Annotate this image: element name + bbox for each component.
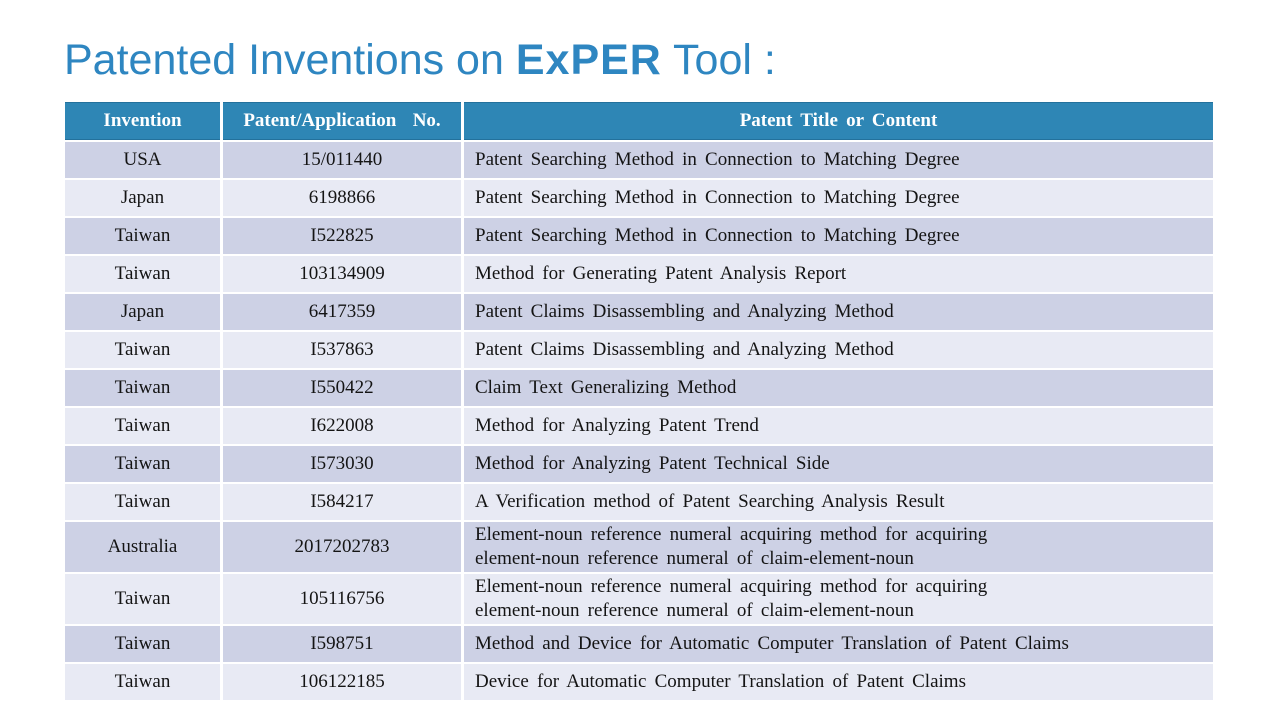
title-suffix: Tool : bbox=[661, 36, 776, 84]
brand-name: ExPER bbox=[515, 36, 662, 84]
cell-patent-number: 105116756 bbox=[223, 574, 461, 624]
table-row: Taiwan 103134909 Method for Generating P… bbox=[65, 256, 1213, 292]
cell-patent-number: 15/011440 bbox=[223, 142, 461, 178]
cell-invention: USA bbox=[65, 142, 220, 178]
cell-invention: Australia bbox=[65, 522, 220, 572]
table-row: Taiwan I550422 Claim Text Generalizing M… bbox=[65, 370, 1213, 406]
table-row: Taiwan I573030 Method for Analyzing Pate… bbox=[65, 446, 1213, 482]
table-row: Japan 6417359 Patent Claims Disassemblin… bbox=[65, 294, 1213, 330]
cell-invention: Taiwan bbox=[65, 408, 220, 444]
cell-patent-title: Claim Text Generalizing Method bbox=[464, 370, 1213, 406]
cell-patent-number: I537863 bbox=[223, 332, 461, 368]
cell-patent-title: Method for Analyzing Patent Technical Si… bbox=[464, 446, 1213, 482]
cell-patent-title: Element-noun reference numeral acquiring… bbox=[464, 574, 1213, 624]
cell-patent-title: Patent Searching Method in Connection to… bbox=[464, 142, 1213, 178]
table-row: Taiwan I584217 A Verification method of … bbox=[65, 484, 1213, 520]
cell-invention: Taiwan bbox=[65, 574, 220, 624]
table-header-row: Invention Patent/Application No. Patent … bbox=[65, 102, 1213, 140]
cell-invention: Taiwan bbox=[65, 332, 220, 368]
table-row: Australia 2017202783 Element-noun refere… bbox=[65, 522, 1213, 572]
cell-patent-number: I573030 bbox=[223, 446, 461, 482]
title-prefix: Patented Inventions on bbox=[64, 36, 516, 84]
cell-patent-title: Patent Searching Method in Connection to… bbox=[464, 180, 1213, 216]
table-row: USA 15/011440 Patent Searching Method in… bbox=[65, 142, 1213, 178]
cell-patent-title: Patent Claims Disassembling and Analyzin… bbox=[464, 332, 1213, 368]
cell-patent-title: Patent Searching Method in Connection to… bbox=[464, 218, 1213, 254]
cell-patent-title: Element-noun reference numeral acquiring… bbox=[464, 522, 1213, 572]
cell-invention: Taiwan bbox=[65, 370, 220, 406]
page-title: Patented Inventions on ExPER Tool : bbox=[64, 36, 776, 85]
column-header-patent-number: Patent/Application No. bbox=[223, 102, 461, 140]
table-row: Taiwan 105116756 Element-noun reference … bbox=[65, 574, 1213, 624]
column-header-patent-title: Patent Title or Content bbox=[464, 102, 1213, 140]
cell-patent-title: Method for Generating Patent Analysis Re… bbox=[464, 256, 1213, 292]
cell-patent-number: 6198866 bbox=[223, 180, 461, 216]
patents-table: Invention Patent/Application No. Patent … bbox=[62, 100, 1216, 702]
cell-patent-number: I522825 bbox=[223, 218, 461, 254]
cell-patent-title: Method for Analyzing Patent Trend bbox=[464, 408, 1213, 444]
table-row: Taiwan 106122185 Device for Automatic Co… bbox=[65, 664, 1213, 700]
cell-patent-number: I584217 bbox=[223, 484, 461, 520]
cell-patent-title: A Verification method of Patent Searchin… bbox=[464, 484, 1213, 520]
cell-patent-title: Patent Claims Disassembling and Analyzin… bbox=[464, 294, 1213, 330]
cell-invention: Taiwan bbox=[65, 664, 220, 700]
cell-patent-number: 2017202783 bbox=[223, 522, 461, 572]
cell-invention: Japan bbox=[65, 294, 220, 330]
cell-patent-number: I622008 bbox=[223, 408, 461, 444]
table-row: Japan 6198866 Patent Searching Method in… bbox=[65, 180, 1213, 216]
cell-invention: Taiwan bbox=[65, 446, 220, 482]
cell-invention: Taiwan bbox=[65, 484, 220, 520]
column-header-invention: Invention bbox=[65, 102, 220, 140]
cell-invention: Taiwan bbox=[65, 626, 220, 662]
cell-invention: Taiwan bbox=[65, 256, 220, 292]
cell-patent-title: Device for Automatic Computer Translatio… bbox=[464, 664, 1213, 700]
table-row: Taiwan I522825 Patent Searching Method i… bbox=[65, 218, 1213, 254]
cell-patent-number: I598751 bbox=[223, 626, 461, 662]
table-row: Taiwan I537863 Patent Claims Disassembli… bbox=[65, 332, 1213, 368]
cell-invention: Taiwan bbox=[65, 218, 220, 254]
table-row: Taiwan I598751 Method and Device for Aut… bbox=[65, 626, 1213, 662]
cell-patent-number: 106122185 bbox=[223, 664, 461, 700]
cell-patent-number: 6417359 bbox=[223, 294, 461, 330]
cell-patent-number: 103134909 bbox=[223, 256, 461, 292]
table-row: Taiwan I622008 Method for Analyzing Pate… bbox=[65, 408, 1213, 444]
cell-patent-title: Method and Device for Automatic Computer… bbox=[464, 626, 1213, 662]
cell-invention: Japan bbox=[65, 180, 220, 216]
cell-patent-number: I550422 bbox=[223, 370, 461, 406]
